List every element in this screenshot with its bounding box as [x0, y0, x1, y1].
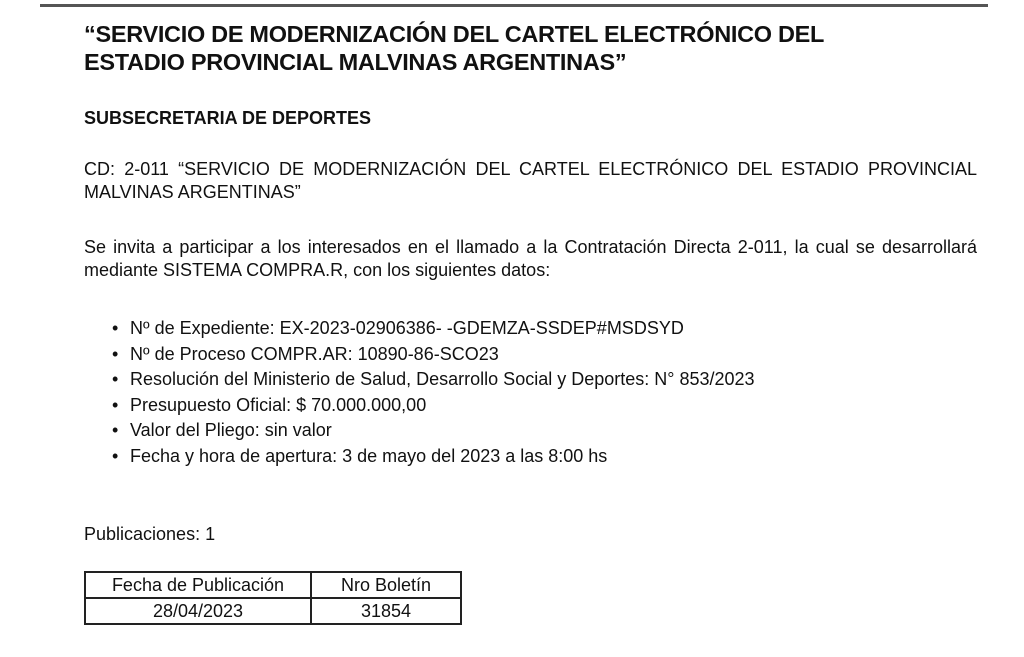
- table-row: 28/04/2023 31854: [84, 597, 462, 625]
- list-item: Fecha y hora de apertura: 3 de mayo del …: [112, 444, 755, 470]
- list-item: Presupuesto Oficial: $ 70.000.000,00: [112, 393, 755, 419]
- publications-count: Publicaciones: 1: [84, 524, 216, 544]
- title-line-1: “SERVICIO DE MODERNIZACIÓN DEL CARTEL EL…: [84, 21, 825, 47]
- top-rule: [40, 4, 988, 7]
- publications-table: Fecha de Publicación Nro Boletín 28/04/2…: [84, 571, 462, 625]
- list-item: Valor del Pliego: sin valor: [112, 418, 755, 444]
- list-item: Resolución del Ministerio de Salud, Desa…: [112, 367, 755, 393]
- list-item: Nº de Proceso COMPR.AR: 10890-86-SCO23: [112, 342, 755, 368]
- header-boletin: Nro Boletín: [310, 571, 462, 599]
- subtitle: SUBSECRETARIA DE DEPORTES: [84, 108, 372, 128]
- title-line-2: ESTADIO PROVINCIAL MALVINAS ARGENTINAS”: [84, 49, 627, 75]
- details-list: Nº de Expediente: EX-2023-02906386- -GDE…: [112, 316, 755, 470]
- document-title: “SERVICIO DE MODERNIZACIÓN DEL CARTEL EL…: [84, 20, 984, 76]
- cell-fecha: 28/04/2023: [84, 597, 312, 625]
- header-fecha: Fecha de Publicación: [84, 571, 312, 599]
- intro-paragraph: Se invita a participar a los interesados…: [84, 237, 977, 280]
- cell-boletin: 31854: [310, 597, 462, 625]
- table-header-row: Fecha de Publicación Nro Boletín: [84, 571, 462, 599]
- list-item: Nº de Expediente: EX-2023-02906386- -GDE…: [112, 316, 755, 342]
- cd-paragraph: CD: 2-011 “SERVICIO DE MODERNIZACIÓN DEL…: [84, 159, 977, 202]
